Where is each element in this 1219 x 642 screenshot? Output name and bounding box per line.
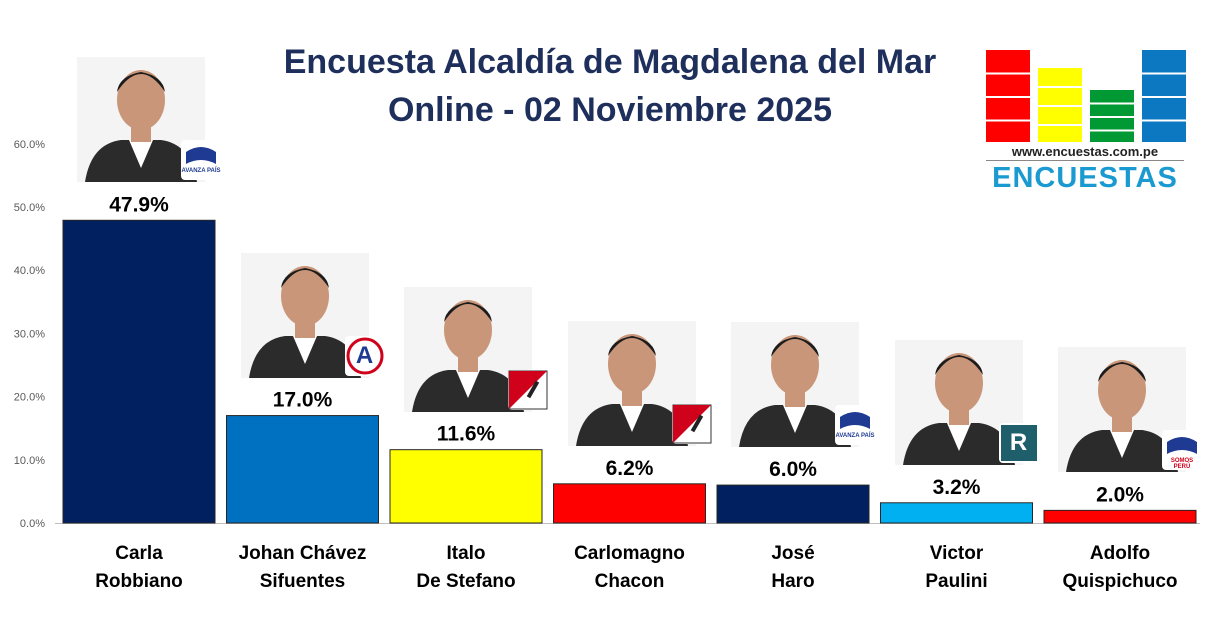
party-logo-icon: R	[998, 422, 1039, 463]
party-logo-icon: A	[344, 335, 385, 376]
data-label: 6.2%	[606, 457, 654, 480]
x-tick-label: Paulini	[925, 571, 987, 592]
bar	[553, 483, 706, 524]
data-label: 17.0%	[273, 389, 333, 412]
y-tick-label: 60.0%	[14, 139, 45, 151]
x-tick-label: Sifuentes	[260, 571, 346, 592]
x-tick-label: Carlomagno	[574, 543, 685, 564]
encuestas-logo: www.encuestas.com.pe ENCUESTAS	[980, 46, 1190, 196]
y-tick-label: 0.0%	[20, 518, 45, 530]
bar	[226, 415, 379, 524]
title-line-2: Online - 02 Noviembre 2025	[387, 91, 833, 129]
data-label: 2.0%	[1096, 483, 1144, 506]
logo-bars-icon	[986, 50, 1186, 142]
data-label: 3.2%	[933, 476, 981, 499]
party-logo-icon: AVANZA PAÍS	[835, 405, 875, 446]
bar	[389, 449, 543, 524]
party-logo-icon	[671, 403, 712, 444]
party-logo-icon: AVANZA PAÍS	[181, 140, 221, 181]
candidate-photo	[894, 339, 1023, 465]
x-tick-label: Carla	[115, 543, 163, 564]
y-tick-label: 10.0%	[14, 455, 45, 467]
data-label: 47.9%	[109, 193, 169, 216]
logo-divider	[986, 160, 1184, 161]
x-tick-label: Chacon	[595, 571, 665, 592]
party-logo-text: SOMOS PERÚ	[1170, 458, 1194, 471]
x-tick-label: Italo	[446, 543, 485, 564]
x-tick-label: Johan Chávez	[239, 543, 367, 564]
party-logo-text: A	[355, 341, 374, 369]
x-tick-label: José	[771, 543, 814, 564]
x-tick-label: De Stefano	[416, 571, 515, 592]
party-logo-icon	[508, 369, 548, 410]
logo-word: ENCUESTAS	[992, 162, 1178, 194]
party-logo-text: R	[1009, 428, 1028, 456]
party-logo-text: AVANZA PAÍS	[181, 168, 221, 175]
x-tick-label: Adolfo	[1090, 543, 1150, 564]
bar	[880, 502, 1033, 524]
bar	[62, 219, 216, 524]
title-line-1: Encuesta Alcaldía de Magdalena del Mar	[283, 43, 937, 81]
chart-title: Encuesta Alcaldía de Magdalena del Mar O…	[230, 38, 990, 134]
y-tick-label: 50.0%	[14, 202, 45, 214]
candidate-photo	[240, 252, 369, 378]
data-label: 6.0%	[769, 458, 817, 481]
x-tick-label: Victor	[930, 543, 984, 564]
logo-url: www.encuestas.com.pe	[1011, 144, 1159, 159]
party-logo-text: AVANZA PAÍS	[835, 433, 875, 440]
y-tick-label: 30.0%	[14, 328, 45, 340]
party-logo-icon: SOMOS PERÚ	[1162, 430, 1202, 471]
candidate-photo	[1058, 347, 1186, 473]
data-label: 11.6%	[437, 423, 496, 446]
bar	[716, 484, 870, 524]
bar	[1043, 509, 1197, 524]
x-tick-label: Quispichuco	[1062, 571, 1177, 592]
y-tick-label: 20.0%	[14, 392, 45, 404]
x-tick-label: Haro	[771, 571, 814, 592]
y-tick-label: 40.0%	[14, 265, 45, 277]
x-tick-label: Robbiano	[95, 571, 183, 592]
